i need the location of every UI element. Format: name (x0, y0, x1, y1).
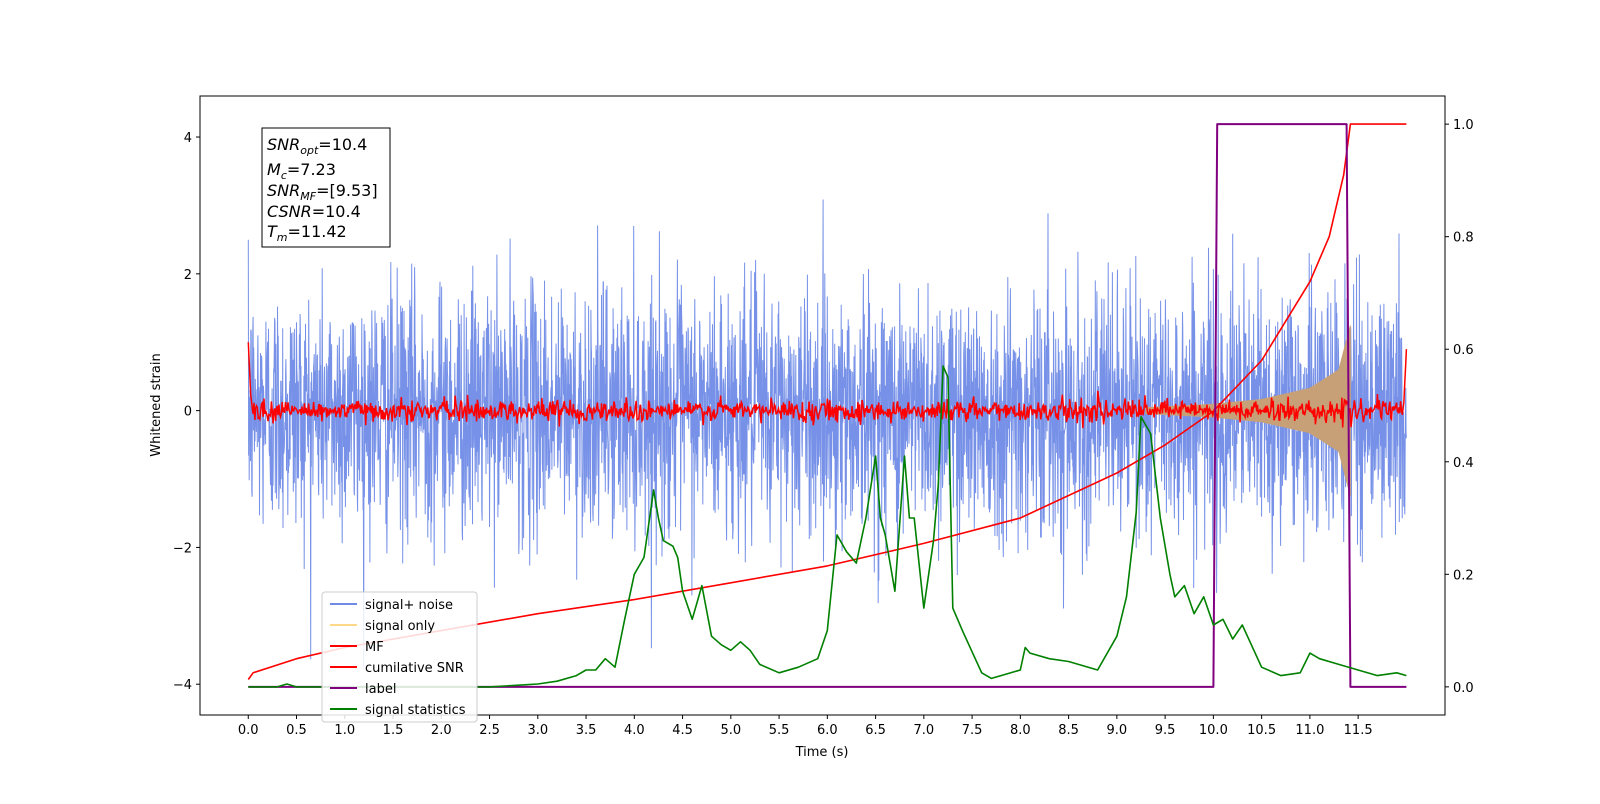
y-axis-right-ticks: 1.0 0.8 0.6 0.4 0.2 0.0 (1445, 118, 1474, 696)
info-snr-opt: SNRopt=10.4 (267, 135, 367, 157)
info-mc-symbol: M (267, 160, 281, 179)
y-right-tick-label-4: 0.2 (1453, 568, 1474, 583)
x-tick-label-19: 9.5 (1155, 723, 1176, 738)
y-axis-label: Whitened strain (149, 353, 164, 456)
info-mc: Mc=7.23 (267, 160, 336, 182)
info-snr-mf-subscript: MF (300, 190, 316, 203)
y-left-tick-label-3: −2 (173, 541, 192, 556)
info-tm-symbol: T (267, 222, 278, 241)
x-tick-label-6: 3.0 (527, 723, 548, 738)
info-snr-mf-symbol: SNR (267, 181, 300, 200)
x-tick-label-21: 10.5 (1247, 723, 1276, 738)
y-right-tick-label-3: 0.4 (1453, 456, 1474, 471)
y-right-tick-label-5: 0.0 (1453, 681, 1474, 696)
info-snr-opt-subscript: opt (300, 144, 319, 157)
series-mf (247, 342, 1408, 429)
x-tick-label-8: 4.0 (624, 723, 645, 738)
info-snr-opt-value: =10.4 (318, 135, 367, 154)
x-tick-label-12: 6.0 (817, 723, 838, 738)
info-box-frame (261, 127, 391, 248)
x-tick-label-16: 8.0 (1010, 723, 1031, 738)
series-label (248, 123, 1407, 688)
y-left-tick-label-2: 0 (184, 405, 192, 420)
y-axis-left-ticks: 4 2 0 −2 −4 (173, 131, 200, 693)
x-tick-label-1: 0.5 (286, 723, 307, 738)
info-snr-mf-value: =[9.53] (316, 181, 378, 200)
y-left-tick-label-0: 4 (184, 131, 192, 146)
legend-label-signal-statistics: signal statistics (365, 703, 466, 718)
x-tick-label-20: 10.0 (1199, 723, 1228, 738)
x-tick-label-0: 0.0 (238, 723, 259, 738)
x-tick-label-2: 1.0 (334, 723, 355, 738)
series-signal-statistics (248, 365, 1407, 688)
x-tick-label-10: 5.0 (720, 723, 741, 738)
plot-frame (199, 95, 1446, 716)
info-mc-subscript: c (281, 169, 287, 182)
x-tick-label-11: 5.5 (769, 723, 790, 738)
info-tm: Tm=11.42 (267, 222, 347, 244)
x-tick-label-15: 7.5 (962, 723, 983, 738)
info-snr-opt-symbol: SNR (267, 135, 300, 154)
info-mc-value: =7.23 (287, 160, 336, 179)
x-axis-label: Time (s) (795, 745, 849, 760)
legend-label-cumulative-snr: cumilative SNR (365, 661, 464, 676)
series-signal-noise (247, 199, 1407, 669)
x-tick-label-3: 1.5 (383, 723, 404, 738)
x-tick-label-22: 11.0 (1295, 723, 1324, 738)
x-tick-label-14: 7.0 (913, 723, 934, 738)
x-tick-label-18: 9.0 (1107, 723, 1128, 738)
x-axis-ticks: 0.0 0.5 1.0 1.5 2.0 2.5 3.0 3.5 4.0 4.5 5.0 5.5 6.0 6… (238, 715, 1373, 738)
legend-label-signal-noise: signal+ noise (365, 598, 453, 613)
y-left-tick-label-4: −4 (173, 678, 192, 693)
x-tick-label-17: 8.5 (1058, 723, 1079, 738)
info-tm-value: =11.42 (288, 222, 347, 241)
x-tick-label-9: 4.5 (672, 723, 693, 738)
x-tick-label-4: 2.0 (431, 723, 452, 738)
info-csnr: CSNR=10.4 (267, 202, 361, 221)
info-snr-mf: SNRMF=[9.53] (267, 181, 378, 203)
info-tm-subscript: m (277, 231, 288, 244)
legend-label-label: label (365, 682, 396, 697)
x-tick-label-7: 3.5 (576, 723, 597, 738)
info-csnr-symbol: CSNR (267, 202, 312, 221)
y-right-tick-label-2: 0.6 (1453, 343, 1474, 358)
legend-label-signal-only: signal only (365, 619, 435, 634)
x-tick-label-23: 11.5 (1344, 723, 1373, 738)
info-box: SNRopt=10.4 Mc=7.23 SNRMF=[9.53] CSNR=10… (261, 127, 391, 248)
legend-frame (321, 591, 478, 723)
x-tick-label-13: 6.5 (865, 723, 886, 738)
info-csnr-value: =10.4 (312, 202, 361, 221)
y-right-tick-label-1: 0.8 (1453, 231, 1474, 246)
y-left-tick-label-1: 2 (184, 268, 192, 283)
y-right-tick-label-0: 1.0 (1453, 118, 1474, 133)
legend: signal+ noise signal only MF cumilative … (321, 591, 478, 723)
legend-label-mf: MF (365, 640, 384, 655)
x-tick-label-5: 2.5 (479, 723, 500, 738)
